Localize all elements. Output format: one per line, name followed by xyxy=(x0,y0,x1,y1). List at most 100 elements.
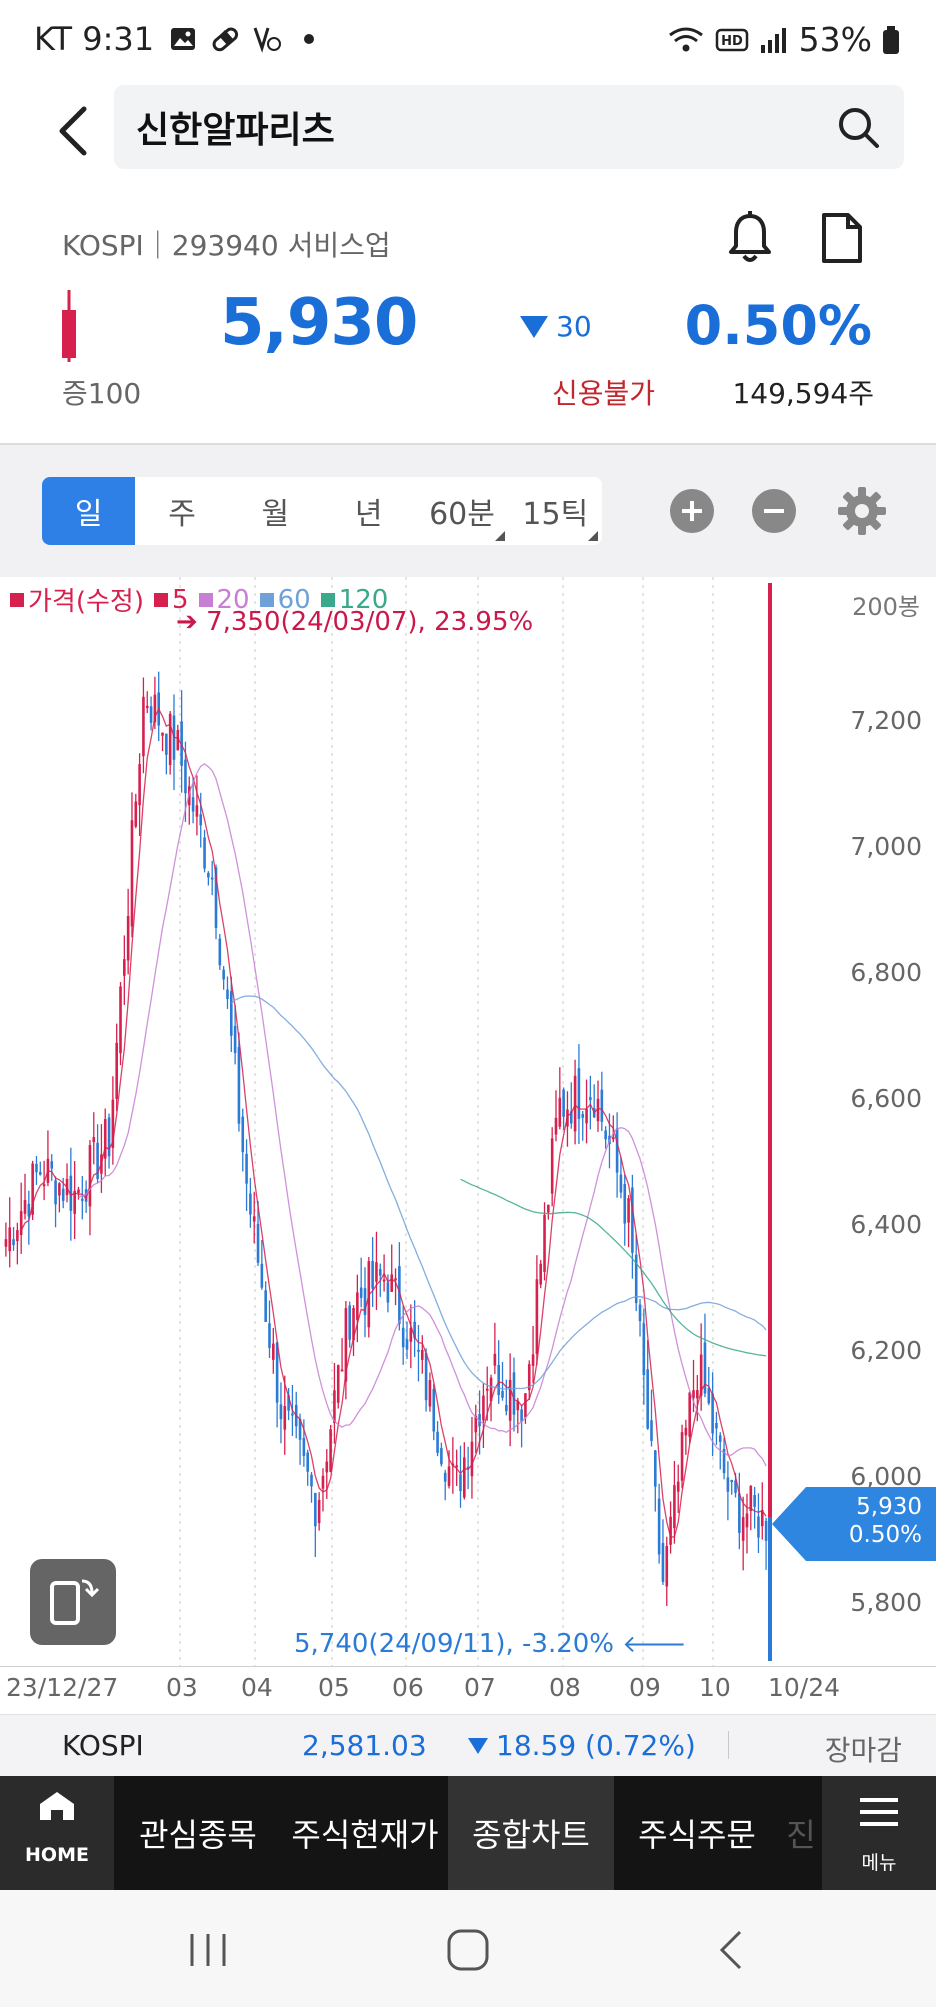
rotate-screen-button[interactable] xyxy=(30,1559,116,1645)
rotate-icon xyxy=(50,1579,100,1625)
candle-body xyxy=(233,1025,237,1054)
system-back-icon[interactable] xyxy=(702,1920,762,1980)
menu-button[interactable]: 메뉴 xyxy=(822,1776,936,1890)
candle-body xyxy=(547,1204,550,1213)
index-change-value: 18.59 (0.72%) xyxy=(496,1729,696,1762)
ma20-line xyxy=(78,763,767,1467)
candle-body xyxy=(673,1485,676,1529)
current-price-tag: 5,930 0.50% xyxy=(772,1487,936,1561)
bell-icon[interactable] xyxy=(726,210,774,266)
period-tab-5[interactable]: 15틱 xyxy=(509,477,602,545)
candle-body xyxy=(463,1457,466,1498)
candle-body xyxy=(562,1089,565,1117)
candle-body xyxy=(470,1441,474,1477)
candle-body xyxy=(749,1485,753,1511)
dropdown-corner-icon xyxy=(587,531,598,541)
period-tab-3[interactable]: 년 xyxy=(354,497,383,532)
market-code-line: KOSPI｜293940 서비스업 xyxy=(62,229,391,262)
hd-icon: HD xyxy=(715,28,748,51)
candle-body xyxy=(627,1198,630,1223)
candle-body xyxy=(543,1214,546,1272)
candle-body xyxy=(69,1175,73,1211)
candle-body xyxy=(409,1328,413,1342)
candle-body xyxy=(184,759,187,794)
candle-body xyxy=(508,1379,512,1421)
candle-body xyxy=(61,1188,65,1201)
x-tick-label: 23/12/27 xyxy=(6,1673,119,1702)
candle-body xyxy=(478,1414,481,1427)
candle-body xyxy=(554,1117,558,1135)
zoom-in-icon[interactable] xyxy=(664,483,720,539)
candle-body xyxy=(287,1395,290,1411)
zoom-out-icon[interactable] xyxy=(746,483,802,539)
y-tick-label: 5,800 xyxy=(850,1588,922,1617)
candle-body xyxy=(745,1513,749,1528)
period-tab-2[interactable]: 월 xyxy=(261,497,290,532)
home-circle-icon[interactable] xyxy=(438,1920,498,1980)
candle-body xyxy=(420,1349,424,1360)
search-icon[interactable] xyxy=(836,105,880,149)
candle-body xyxy=(699,1354,703,1396)
candle-body xyxy=(256,1223,260,1263)
candle-body xyxy=(516,1400,520,1411)
nav-item-0[interactable]: 관심종목 xyxy=(139,1816,257,1854)
nav-item-1[interactable]: 주식현재가 xyxy=(291,1816,439,1854)
candle-body xyxy=(249,1193,252,1215)
period-selector: 일 주 월 년 60분 15틱 xyxy=(42,477,602,545)
stock-search-box[interactable]: 신한알파리츠 xyxy=(114,85,904,169)
candle-body xyxy=(203,837,206,869)
min-price-note: 5,740(24/09/11), -3.20% 🡐 xyxy=(294,1629,687,1659)
chart-canvas[interactable] xyxy=(0,577,936,1667)
candle-body xyxy=(417,1349,420,1352)
candle-body xyxy=(252,1216,256,1222)
candle-body xyxy=(527,1364,531,1391)
candle-body xyxy=(642,1323,646,1376)
ma5-line xyxy=(20,707,767,1538)
document-icon[interactable] xyxy=(820,212,864,264)
candle-body xyxy=(222,969,225,980)
trade-volume: 149,594주 xyxy=(732,377,874,410)
index-ticker-bar[interactable]: KOSPI 2,581.03 18.59 (0.72%) 장마감 xyxy=(0,1714,936,1776)
candle-body xyxy=(615,1128,619,1173)
legend-label: 가격(수정) xyxy=(28,587,144,617)
x-tick-label: 09 xyxy=(629,1673,661,1702)
carrier-time: KT 9:31 xyxy=(34,20,155,58)
candle-body xyxy=(149,706,153,723)
voice-icon xyxy=(253,27,282,53)
period-tab-0[interactable]: 일 xyxy=(42,477,136,545)
min-price-note-text: 5,740(24/09/11), -3.20% xyxy=(294,1629,614,1659)
candle-body xyxy=(214,867,218,929)
nav-item-4[interactable]: 진 xyxy=(786,1816,816,1854)
back-arrow-icon[interactable] xyxy=(50,103,100,159)
candle-body xyxy=(283,1406,287,1430)
nav-item-3[interactable]: 주식주문 xyxy=(638,1816,756,1854)
price-tag-value: 5,930 xyxy=(856,1494,922,1520)
period-tab-1[interactable]: 주 xyxy=(168,497,196,532)
candle-body xyxy=(482,1395,485,1421)
credit-status: 신용불가 xyxy=(552,377,656,410)
candle-body xyxy=(329,1429,332,1472)
price-chart[interactable]: 가격(수정) 5 20 60 120 ➔ 7,350(24/03/07), 23.95%… xyxy=(0,577,936,1702)
ma60-line xyxy=(230,995,767,1390)
candle-body xyxy=(272,1343,275,1360)
recent-apps-icon[interactable] xyxy=(178,1920,238,1980)
candle-body xyxy=(371,1260,374,1289)
candle-body xyxy=(237,1047,241,1124)
candle-body xyxy=(161,732,164,736)
candle-body xyxy=(210,877,214,880)
candle-body xyxy=(558,1097,562,1127)
period-tab-4[interactable]: 60분 xyxy=(415,477,508,545)
candle-body xyxy=(35,1163,38,1173)
dot-icon xyxy=(304,34,315,44)
gear-icon[interactable] xyxy=(834,483,890,539)
home-button[interactable]: HOME xyxy=(0,1776,114,1890)
stock-info: KOSPI｜293940 서비스업 5,930 30 0.50% 증100 신용… xyxy=(0,210,936,440)
legend-label: 60 xyxy=(277,584,311,615)
price-change: 30 xyxy=(520,310,592,343)
menu-label: 메뉴 xyxy=(861,1852,897,1874)
candle-body xyxy=(176,730,180,751)
nav-item-2[interactable]: 종합차트 xyxy=(448,1776,614,1890)
candle-body xyxy=(741,1516,745,1541)
candle-body xyxy=(123,959,126,976)
candle-body xyxy=(600,1089,604,1122)
